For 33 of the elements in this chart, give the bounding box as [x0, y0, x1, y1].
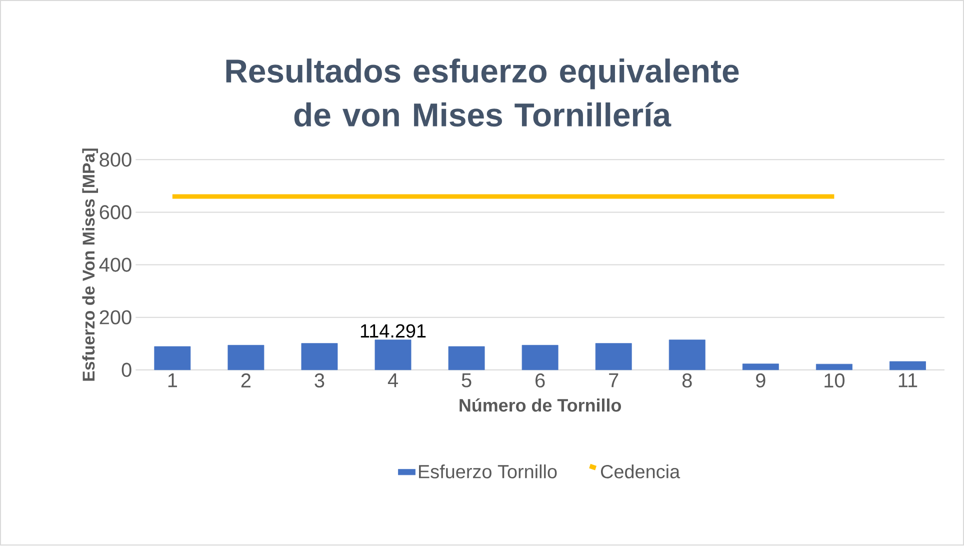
x-tick-label: 2: [241, 374, 250, 388]
bar: [154, 346, 191, 370]
chart-title: Resultados esfuerzo equivalente de von Mises Tornillería: [226, 58, 739, 127]
y-tick-label: 400: [99, 258, 132, 272]
y-tick-label: 800: [100, 152, 132, 167]
x-tick-label: 8: [682, 374, 692, 388]
bar: [301, 343, 338, 370]
x-tick-label: 10: [824, 374, 844, 388]
bar: [448, 346, 485, 370]
x-tick-label: 5: [462, 374, 472, 388]
data-label: 114.291: [360, 324, 426, 338]
bar: [742, 364, 779, 370]
bar: [816, 364, 852, 370]
x-tick-label: 11: [898, 374, 918, 388]
y-axis-title: Esfuerzo de Von Mises [MPa]: [82, 148, 98, 381]
x-tick-label: 7: [609, 374, 618, 388]
legend-label: Esfuerzo Tornillo: [419, 464, 557, 479]
bar: [668, 340, 706, 370]
bar: [228, 345, 264, 370]
bar: [890, 361, 926, 370]
bar: [595, 343, 632, 370]
x-tick-label: 4: [388, 374, 398, 388]
y-tick-label: 600: [100, 205, 132, 220]
y-tick-label: 0: [122, 363, 132, 378]
legend-label: Cedencia: [600, 464, 680, 479]
x-tick-label: 9: [756, 374, 766, 388]
bar: [374, 340, 412, 370]
x-axis-title: Número de Tornillo: [460, 398, 621, 412]
bar: [522, 345, 558, 370]
x-tick-label: 1: [168, 374, 177, 388]
x-tick-label: 6: [536, 374, 545, 388]
y-tick-label: 200: [100, 310, 132, 325]
x-tick-label: 3: [314, 374, 324, 388]
